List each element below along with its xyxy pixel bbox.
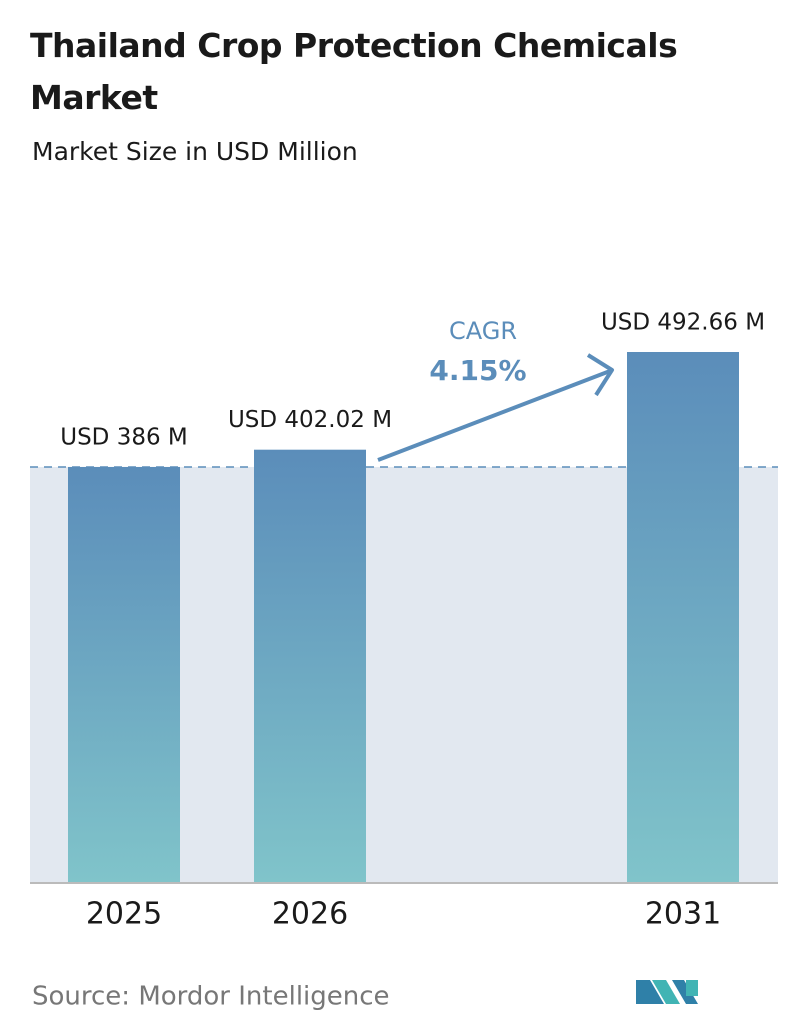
cagr-value: 4.15% [429, 354, 526, 387]
cagr-arrowhead [586, 353, 614, 397]
bar [68, 466, 180, 883]
cagr-arrow [377, 369, 611, 462]
chart-title: Thailand Crop Protection Chemicals Marke… [30, 26, 678, 117]
value-label: USD 402.02 M [228, 407, 392, 433]
source: Source: Mordor Intelligence [32, 982, 390, 1012]
title-box: Thailand Crop Protection Chemicals Marke… [30, 26, 678, 117]
cagr-label: CAGR [449, 317, 517, 345]
x-tick-label: 2031 [645, 897, 721, 932]
x-tick-label: 2025 [86, 897, 162, 932]
bar [254, 449, 366, 883]
bar [627, 352, 739, 883]
value-label: USD 492.66 M [601, 310, 765, 336]
logo [636, 980, 698, 1004]
value-label: USD 386 M [60, 424, 188, 450]
x-tick-label: 2026 [272, 897, 348, 932]
chart-subtitle: Market Size in USD Million [32, 137, 358, 166]
